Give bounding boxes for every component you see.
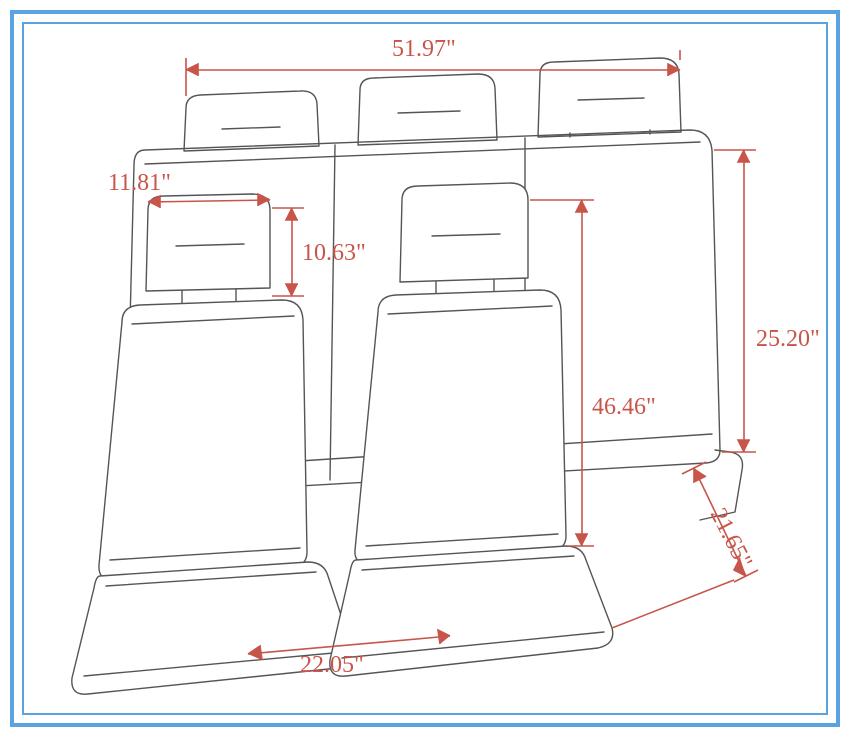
dim-front-total-height: 46.46" [592,394,656,421]
dim-backrest-height: 25.20" [756,326,820,353]
dim-seat-width: 22.05" [300,652,364,679]
dim-top-width: 51.97" [392,36,456,63]
seat-diagram [0,0,850,737]
dim-headrest-height: 10.63" [302,240,366,267]
dim-headrest-width: 11.81" [108,170,171,197]
